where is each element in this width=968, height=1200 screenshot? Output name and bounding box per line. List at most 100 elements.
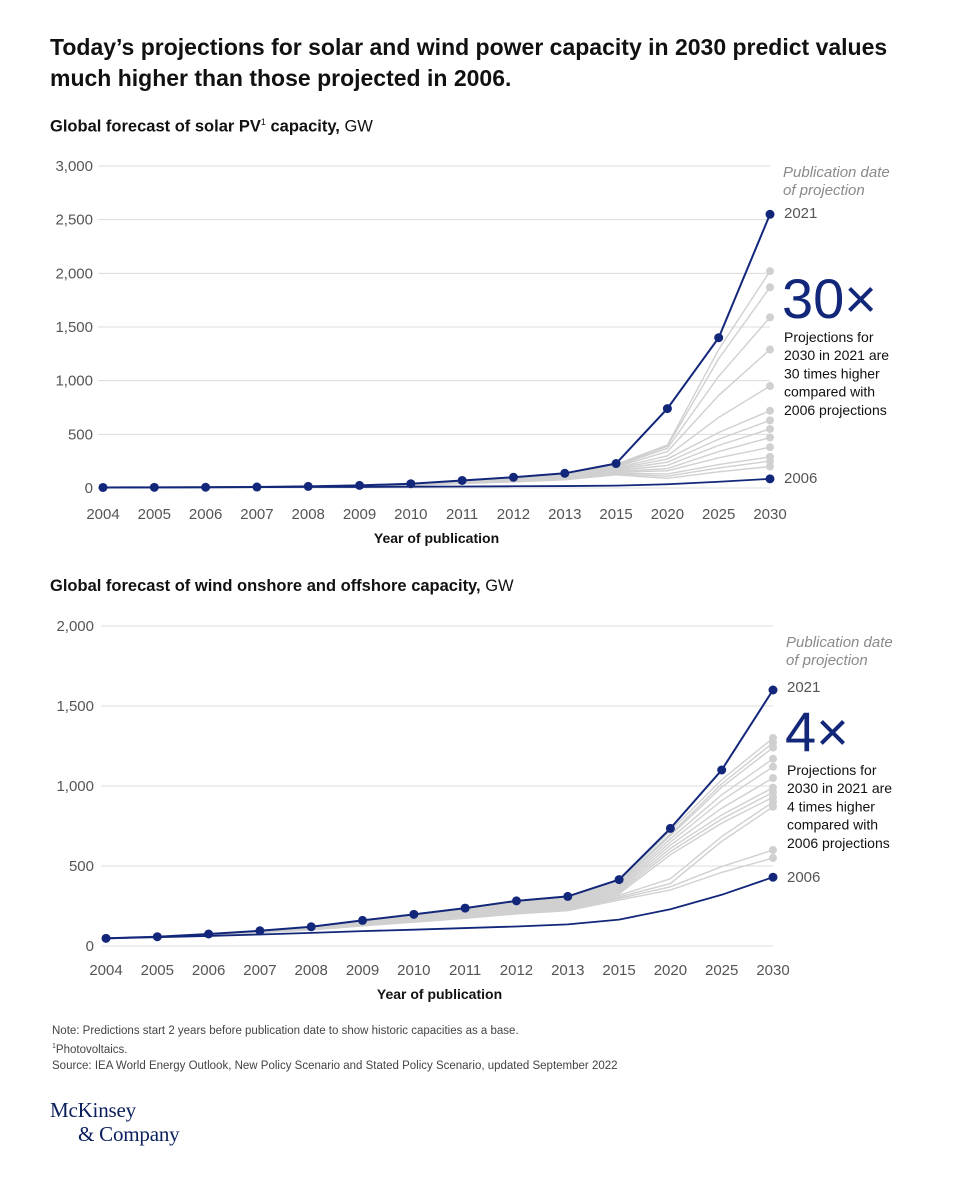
wind-grey-projection-line xyxy=(105,796,774,940)
wind-chart-title-unit: GW xyxy=(480,577,514,595)
wind-callout-note-line: 4 times higher xyxy=(787,798,875,814)
solar-x-tick-label: 2006 xyxy=(189,506,222,523)
solar-series-2021-point xyxy=(201,482,211,492)
solar-grey-projection-point xyxy=(766,345,774,354)
wind-x-tick-label: 2010 xyxy=(397,962,430,979)
solar-callout-note-line: 2006 projections xyxy=(784,402,887,418)
wind-callout-note-line: Projections for xyxy=(787,762,877,778)
wind-series-2021-point xyxy=(409,909,419,919)
solar-series-2021-point xyxy=(508,472,518,482)
solar-chart-title-main: Global forecast of solar PV xyxy=(50,117,261,136)
solar-y-tick-label: 1,500 xyxy=(55,319,93,336)
wind-y-tick-label: 0 xyxy=(86,938,94,955)
solar-y-tick-label: 0 xyxy=(85,480,93,497)
solar-series-2021-point xyxy=(765,209,775,219)
solar-grey-projection-point xyxy=(766,406,774,415)
wind-x-tick-label: 2012 xyxy=(500,962,533,979)
wind-y-tick-label: 500 xyxy=(69,858,94,875)
wind-series-2021-point xyxy=(101,933,111,943)
footnote-photovoltaics: 1Photovoltaics. xyxy=(52,1039,618,1058)
solar-label-2021: 2021 xyxy=(784,205,817,222)
wind-series-2006-line xyxy=(105,876,774,940)
solar-grey-projection-point xyxy=(766,443,774,452)
wind-callout-note-line: 2006 projections xyxy=(787,835,890,851)
solar-x-tick-label: 2010 xyxy=(394,506,427,523)
solar-y-tick-label: 500 xyxy=(68,426,93,443)
mckinsey-logo: McKinsey & Company xyxy=(50,1098,180,1146)
solar-series-2021-point xyxy=(355,480,365,490)
solar-y-tick-label: 2,000 xyxy=(55,265,93,282)
solar-series-2006-endpoint xyxy=(765,474,775,484)
wind-legend-title: Publication date xyxy=(786,634,893,651)
solar-callout-note-line: compared with xyxy=(784,384,875,400)
solar-multiplier-callout: 30× xyxy=(782,267,877,330)
wind-series-2021-point xyxy=(306,922,316,932)
wind-multiplier-callout: 4× xyxy=(785,700,849,763)
wind-series-2021-point xyxy=(563,891,573,901)
wind-y-tick-label: 2,000 xyxy=(56,618,94,635)
solar-x-tick-label: 2030 xyxy=(753,506,786,523)
solar-series-2021-line xyxy=(102,213,771,489)
solar-x-tick-label: 2012 xyxy=(497,506,530,523)
wind-series-2021-point xyxy=(255,926,265,936)
footnote-text: Photovoltaics. xyxy=(55,1043,128,1056)
wind-x-tick-label: 2013 xyxy=(551,962,584,979)
wind-label-2021: 2021 xyxy=(787,679,820,696)
footnotes: Note: Predictions start 2 years before p… xyxy=(52,1023,618,1074)
wind-x-tick-label: 2015 xyxy=(602,962,635,979)
solar-grey-projection-point xyxy=(766,313,774,322)
solar-series-2021-point xyxy=(303,481,313,491)
solar-x-axis-label: Year of publication xyxy=(374,530,499,546)
wind-grey-projection-point xyxy=(769,846,777,854)
wind-x-tick-label: 2008 xyxy=(295,962,328,979)
note-line: Note: Predictions start 2 years before p… xyxy=(52,1025,519,1037)
wind-grey-projection-point xyxy=(769,754,777,763)
solar-x-tick-label: 2020 xyxy=(651,506,684,523)
wind-x-tick-label: 2007 xyxy=(243,962,276,979)
wind-grey-projection-line xyxy=(105,857,774,940)
wind-series-2021-point xyxy=(204,929,214,939)
solar-y-tick-label: 3,000 xyxy=(55,158,93,175)
wind-grey-projection-point xyxy=(769,774,777,782)
solar-x-tick-label: 2009 xyxy=(343,506,376,523)
solar-chart-title: Global forecast of solar PV1 capacity, G… xyxy=(50,117,373,137)
solar-x-tick-label: 2008 xyxy=(292,506,325,523)
solar-y-tick-label: 2,500 xyxy=(55,212,93,229)
solar-x-tick-label: 2011 xyxy=(446,506,478,523)
solar-label-2006: 2006 xyxy=(784,470,817,487)
solar-x-tick-label: 2015 xyxy=(599,506,632,523)
solar-series-2021-point xyxy=(406,479,416,489)
solar-callout-note-line: 2030 in 2021 are xyxy=(784,347,889,363)
wind-x-tick-label: 2030 xyxy=(756,962,789,979)
solar-grey-projection-point xyxy=(766,424,774,433)
solar-grey-projection-point xyxy=(766,382,774,391)
solar-grey-projection-point xyxy=(766,433,774,442)
wind-callout-note-line: 2030 in 2021 are xyxy=(787,780,892,796)
solar-series-2021-point xyxy=(149,482,159,492)
wind-x-tick-label: 2025 xyxy=(705,962,738,979)
wind-grey-projection-line xyxy=(105,801,774,940)
wind-grey-projection-line xyxy=(105,786,774,940)
footnote-marker: 1 xyxy=(52,1043,56,1050)
solar-chart-title-footnote: 1 xyxy=(260,117,266,127)
solar-legend-title: Publication date xyxy=(783,164,890,181)
wind-grey-projection-point xyxy=(769,854,777,862)
solar-x-tick-label: 2025 xyxy=(702,506,735,523)
wind-x-tick-label: 2004 xyxy=(89,962,122,979)
wind-x-tick-label: 2005 xyxy=(141,962,174,979)
solar-series-2021-point xyxy=(662,404,672,414)
wind-series-2021-point xyxy=(717,765,727,775)
solar-grey-projection-point xyxy=(766,416,774,425)
wind-series-2021-point xyxy=(358,915,368,925)
wind-legend-title: of projection xyxy=(786,652,868,669)
solar-series-2021-point xyxy=(457,475,467,485)
wind-series-2021-point xyxy=(768,685,778,695)
source-line: Source: IEA World Energy Outlook, New Po… xyxy=(52,1059,618,1072)
wind-grey-projection-point xyxy=(769,762,777,771)
wind-series-2021-point xyxy=(665,823,675,833)
solar-chart-title-unit: GW xyxy=(339,117,373,136)
wind-x-tick-label: 2011 xyxy=(449,962,481,979)
solar-chart-title-end: capacity, xyxy=(265,117,340,136)
wind-chart-title-main: Global forecast of wind onshore and offs… xyxy=(50,577,481,595)
wind-x-tick-label: 2009 xyxy=(346,962,379,979)
